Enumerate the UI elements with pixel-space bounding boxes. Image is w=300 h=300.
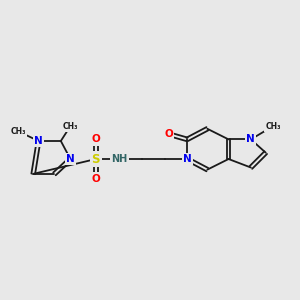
Text: CH₃: CH₃ — [266, 122, 281, 130]
Text: S: S — [92, 152, 100, 166]
Text: CH₃: CH₃ — [63, 122, 78, 130]
Text: N: N — [247, 134, 255, 144]
Text: N: N — [183, 154, 191, 164]
Text: O: O — [164, 129, 173, 139]
Text: NH: NH — [111, 154, 127, 164]
Text: N: N — [34, 136, 43, 146]
Text: O: O — [92, 134, 100, 144]
Text: O: O — [92, 174, 100, 184]
Text: CH₃: CH₃ — [11, 127, 26, 136]
Text: N: N — [66, 154, 75, 164]
